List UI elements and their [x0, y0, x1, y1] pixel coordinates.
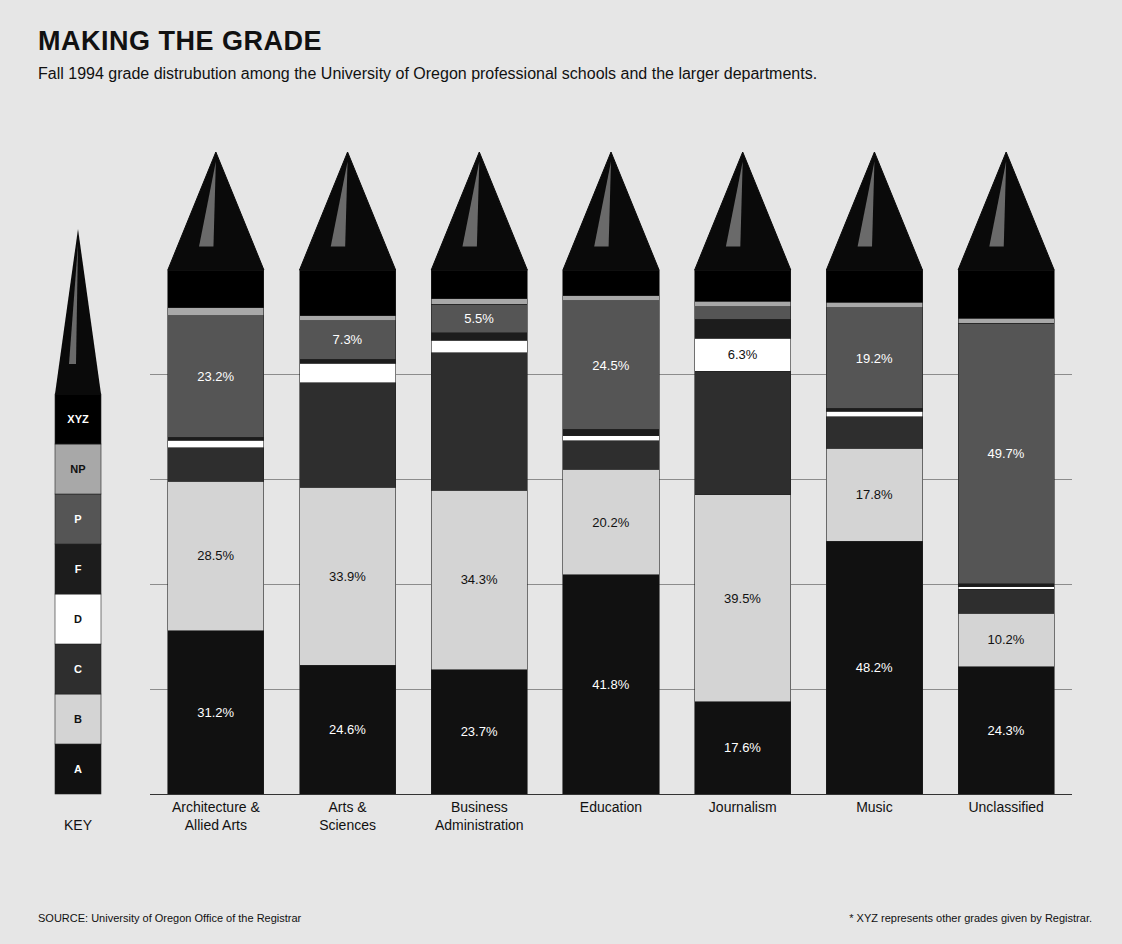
html-text:SOURCE: University of Oregon O: SOURCE: University of Oregon Office of t…: [38, 912, 302, 924]
svg-text:Education: Education: [580, 799, 642, 815]
svg-text:20.2%: 20.2%: [592, 515, 629, 530]
svg-text:A: A: [74, 763, 82, 775]
svg-text:6.3%: 6.3%: [728, 347, 758, 362]
svg-text:31.2%: 31.2%: [197, 705, 234, 720]
svg-text:XYZ: XYZ: [67, 413, 89, 425]
svg-text:Music: Music: [856, 799, 893, 815]
svg-text:C: C: [74, 663, 82, 675]
svg-text:28.5%: 28.5%: [197, 548, 234, 563]
svg-text:NP: NP: [70, 463, 85, 475]
svg-text:7.3%: 7.3%: [333, 332, 363, 347]
svg-text:B: B: [74, 713, 82, 725]
svg-text:10.2%: 10.2%: [987, 632, 1024, 647]
html-text:* XYZ represents other grades: * XYZ represents other grades given by R…: [849, 912, 1092, 924]
svg-text:P: P: [74, 513, 81, 525]
svg-text:KEY: KEY: [64, 817, 93, 833]
svg-text:39.5%: 39.5%: [724, 591, 761, 606]
svg-text:19.2%: 19.2%: [856, 351, 893, 366]
svg-text:49.7%: 49.7%: [987, 446, 1024, 461]
svg-text:24.3%: 24.3%: [987, 723, 1024, 738]
svg-text:24.6%: 24.6%: [329, 722, 366, 737]
svg-text:BusinessAdministration: BusinessAdministration: [435, 799, 524, 833]
svg-text:34.3%: 34.3%: [461, 572, 498, 587]
svg-text:Architecture &Allied Arts: Architecture &Allied Arts: [172, 799, 261, 833]
svg-text:41.8%: 41.8%: [592, 677, 629, 692]
svg-text:23.7%: 23.7%: [461, 724, 498, 739]
svg-text:Unclassified: Unclassified: [968, 799, 1043, 815]
html-text:MAKING THE GRADE: MAKING THE GRADE: [38, 26, 322, 56]
svg-text:17.8%: 17.8%: [856, 487, 893, 502]
svg-text:24.5%: 24.5%: [592, 358, 629, 373]
svg-text:23.2%: 23.2%: [197, 369, 234, 384]
html-text:Fall 1994 grade distrubution a: Fall 1994 grade distrubution among the U…: [38, 65, 818, 82]
svg-text:D: D: [74, 613, 82, 625]
svg-text:F: F: [75, 563, 82, 575]
svg-text:17.6%: 17.6%: [724, 740, 761, 755]
svg-text:5.5%: 5.5%: [464, 311, 494, 326]
svg-text:Arts &Sciences: Arts &Sciences: [319, 799, 376, 833]
svg-text:48.2%: 48.2%: [856, 660, 893, 675]
svg-text:33.9%: 33.9%: [329, 569, 366, 584]
svg-text:Journalism: Journalism: [709, 799, 777, 815]
